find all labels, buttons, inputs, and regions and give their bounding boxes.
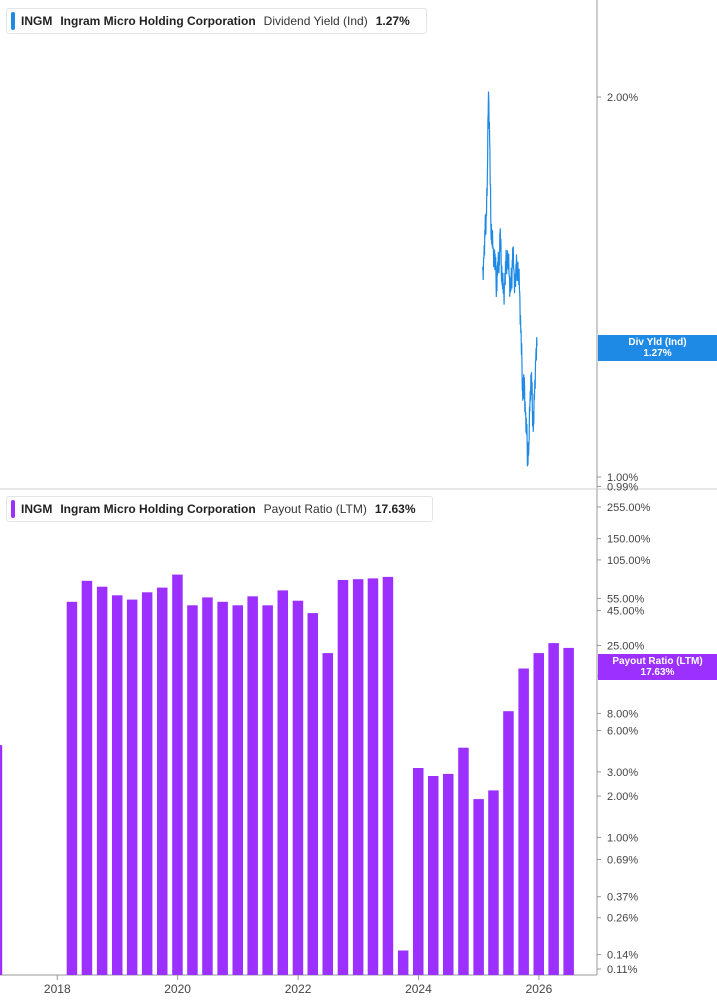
payout-y-tick-label: 45.00% (607, 605, 645, 617)
x-axis-tick-label: 2026 (526, 982, 553, 996)
payout-y-tick-label: 0.14% (607, 950, 638, 962)
payout-bar (352, 579, 364, 975)
yield-y-tick-label: 1.00% (607, 472, 638, 484)
payout-bar (232, 605, 243, 975)
payout-y-tick-label: 55.00% (607, 593, 645, 605)
payout-value-tag: Payout Ratio (LTM) 17.63% (598, 654, 717, 680)
payout-bar (112, 595, 123, 975)
payout-bar (367, 578, 379, 975)
payout-bar (413, 768, 424, 975)
payout-bar (202, 597, 213, 975)
yield-tag-value: 1.27% (643, 348, 672, 359)
payout-y-tick-label: 8.00% (607, 708, 638, 720)
payout-bar (217, 601, 228, 975)
yield-value-tag: Div Yld (Ind) 1.27% (598, 335, 717, 361)
payout-legend-swatch (11, 500, 15, 518)
payout-y-tick-label: 105.00% (607, 555, 651, 567)
top-legend-value: 1.27% (375, 14, 410, 28)
payout-bar (337, 580, 349, 975)
payout-tag-label: Payout Ratio (LTM) (612, 656, 703, 667)
payout-bar (488, 790, 499, 975)
payout-bar (277, 590, 288, 975)
x-axis-tick-label: 2020 (164, 982, 191, 996)
top-legend-metric: Dividend Yield (Ind) (263, 14, 368, 28)
payout-bar (262, 605, 273, 975)
payout-bar (187, 605, 198, 975)
bottom-legend[interactable]: INGM Ingram Micro Holding Corporation Pa… (6, 496, 433, 522)
yield-tag-label: Div Yld (Ind) (628, 337, 687, 348)
payout-bar (533, 653, 544, 975)
x-axis-tick-label: 2018 (44, 982, 71, 996)
payout-y-tick-label: 1.00% (607, 832, 638, 844)
payout-bar (397, 950, 409, 975)
payout-bar (518, 668, 529, 975)
bottom-legend-value: 17.63% (374, 502, 416, 516)
bottom-legend-metric: Payout Ratio (LTM) (263, 502, 367, 516)
payout-bar (292, 600, 304, 975)
payout-bar (157, 587, 168, 975)
payout-y-tick-label: 2.00% (607, 791, 638, 803)
payout-bar (66, 601, 78, 975)
payout-y-tick-label: 150.00% (607, 534, 651, 546)
payout-bar (307, 613, 318, 975)
payout-tag-value: 17.63% (640, 667, 675, 678)
x-axis-tick-label: 2022 (285, 982, 312, 996)
top-legend[interactable]: INGM Ingram Micro Holding Corporation Di… (6, 8, 427, 34)
payout-bar (247, 596, 258, 975)
payout-y-tick-label: 6.00% (607, 726, 638, 738)
payout-bar (563, 647, 574, 975)
payout-bar (428, 776, 439, 975)
bottom-legend-ticker: INGM (21, 502, 53, 516)
payout-bar (382, 576, 394, 975)
top-legend-company: Ingram Micro Holding Corporation (60, 14, 256, 28)
yield-legend-swatch (11, 12, 15, 30)
payout-y-tick-label: 0.11% (607, 964, 638, 976)
payout-bar (458, 747, 469, 975)
payout-bar (322, 653, 333, 975)
yield-y-tick-label: 2.00% (607, 92, 638, 104)
bottom-legend-company: Ingram Micro Holding Corporation (60, 502, 256, 516)
yield-series-line (482, 91, 538, 467)
payout-bar (96, 586, 108, 975)
x-axis-tick-label: 2024 (405, 982, 432, 996)
payout-bar (473, 799, 484, 975)
yield-y-tick-label: 0.99% (607, 482, 638, 494)
payout-bar (172, 574, 183, 975)
payout-bar (548, 643, 559, 975)
payout-bar (141, 592, 153, 975)
payout-y-tick-label: 0.26% (607, 913, 638, 925)
payout-bar (503, 711, 514, 975)
top-legend-ticker: INGM (21, 14, 53, 28)
payout-y-tick-label: 3.00% (607, 767, 638, 779)
payout-bar (81, 580, 93, 975)
payout-y-tick-label: 0.37% (607, 892, 638, 904)
payout-bar (126, 599, 138, 975)
payout-y-tick-label: 25.00% (607, 640, 645, 652)
payout-bar (443, 773, 454, 975)
payout-y-tick-label: 0.69% (607, 855, 638, 867)
payout-y-tick-label: 255.00% (607, 502, 651, 514)
payout-bar (0, 745, 3, 975)
